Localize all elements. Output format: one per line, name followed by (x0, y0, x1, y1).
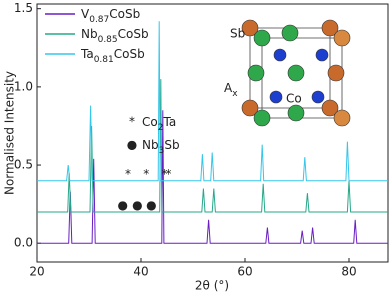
x-tick-label: 80 (341, 265, 356, 279)
inset-label: Co (286, 92, 302, 106)
inset-label: Ax (224, 81, 238, 99)
legend-label: Nb0.85CoSb (81, 27, 149, 45)
y-tick-label: 1.5 (14, 1, 33, 15)
peak-marker: * (143, 167, 149, 181)
x-axis-title: 2θ (°) (195, 279, 229, 293)
marker-key-symbol: ● (127, 138, 137, 152)
series-line (37, 79, 388, 213)
marker-key-label: Nb3Sb (142, 138, 180, 156)
crystal-inset: Sb Ax Co (224, 19, 351, 127)
x-tick-label: 40 (133, 265, 148, 279)
legend-label: Ta0.81CoSb (80, 47, 145, 65)
series-line (37, 21, 388, 182)
marker-key-label: Co2Ta (142, 115, 176, 133)
x-tick-label: 60 (237, 265, 252, 279)
peak-marker: * (166, 167, 172, 181)
marker-key-symbol: * (129, 115, 135, 129)
peak-marker: * (161, 167, 167, 181)
y-tick-label: 1.0 (14, 79, 33, 93)
inset-label: Sb (230, 27, 245, 41)
plot-frame (36, 3, 389, 263)
x-tick-label: 20 (29, 265, 44, 279)
y-axis-title: Normalised Intensity (3, 71, 17, 195)
peak-marker: ● (132, 198, 142, 212)
series-line (37, 110, 388, 244)
legend-label: V0.87CoSb (81, 7, 140, 25)
y-tick-label: 0.0 (14, 236, 33, 250)
peak-marker: * (125, 167, 131, 181)
peak-marker: ● (118, 198, 128, 212)
peak-marker: ● (146, 198, 156, 212)
y-tick-label: 0.5 (14, 158, 33, 172)
